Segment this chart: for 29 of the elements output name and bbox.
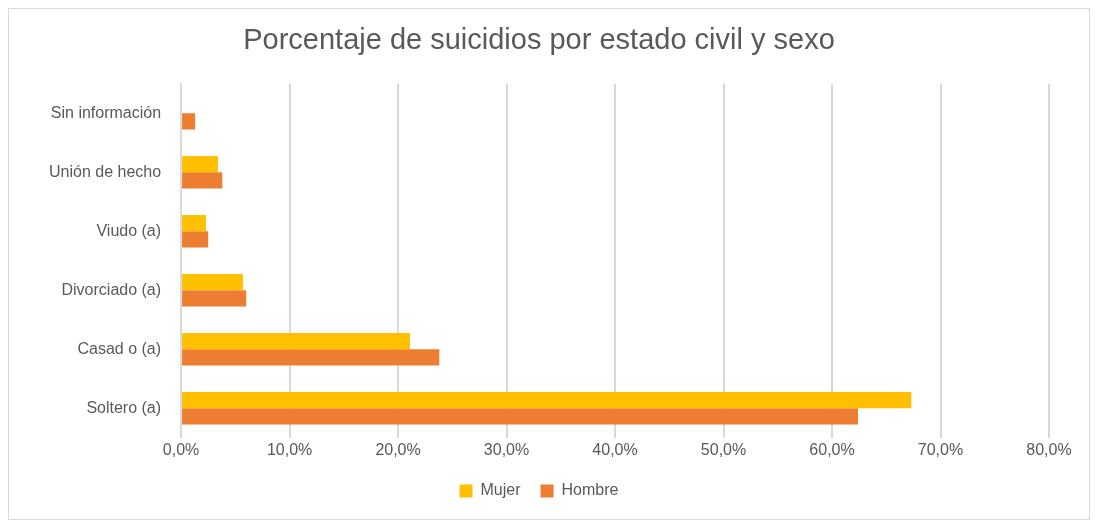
bar — [182, 274, 243, 291]
y-tick-label: Divorciado (a) — [61, 280, 162, 298]
x-tick-label: 40,0% — [592, 440, 638, 458]
x-tick-label: 0,0% — [162, 440, 200, 458]
y-tick-label: Soltero (a) — [86, 398, 162, 416]
x-tick-label: 20,0% — [375, 440, 421, 458]
bar — [182, 215, 207, 232]
legend-label: Hombre — [561, 481, 619, 499]
y-tick-label: Sin información — [50, 103, 162, 121]
bar — [182, 333, 410, 350]
x-tick-label: 60,0% — [809, 440, 855, 458]
bar — [182, 172, 223, 189]
y-tick-label: Casad o (a) — [77, 339, 162, 357]
chart-title: Porcentaje de suicidios por estado civil y sexo — [243, 23, 835, 56]
x-tick-label: 30,0% — [483, 440, 530, 458]
bar — [182, 408, 859, 425]
bar — [182, 392, 912, 409]
x-tick-label: 70,0% — [917, 440, 964, 458]
y-tick-label: Unión de hecho — [48, 162, 162, 180]
x-tick-label: 80,0% — [1026, 440, 1072, 458]
bar — [182, 349, 440, 366]
x-tick-label: 50,0% — [700, 440, 747, 458]
bar — [182, 113, 196, 130]
y-tick-label: Viudo (a) — [96, 221, 162, 239]
legend-label: Mujer — [480, 481, 522, 499]
bar — [182, 290, 247, 307]
bar — [182, 156, 218, 173]
x-tick-label: 10,0% — [266, 440, 313, 458]
bar — [182, 231, 209, 248]
